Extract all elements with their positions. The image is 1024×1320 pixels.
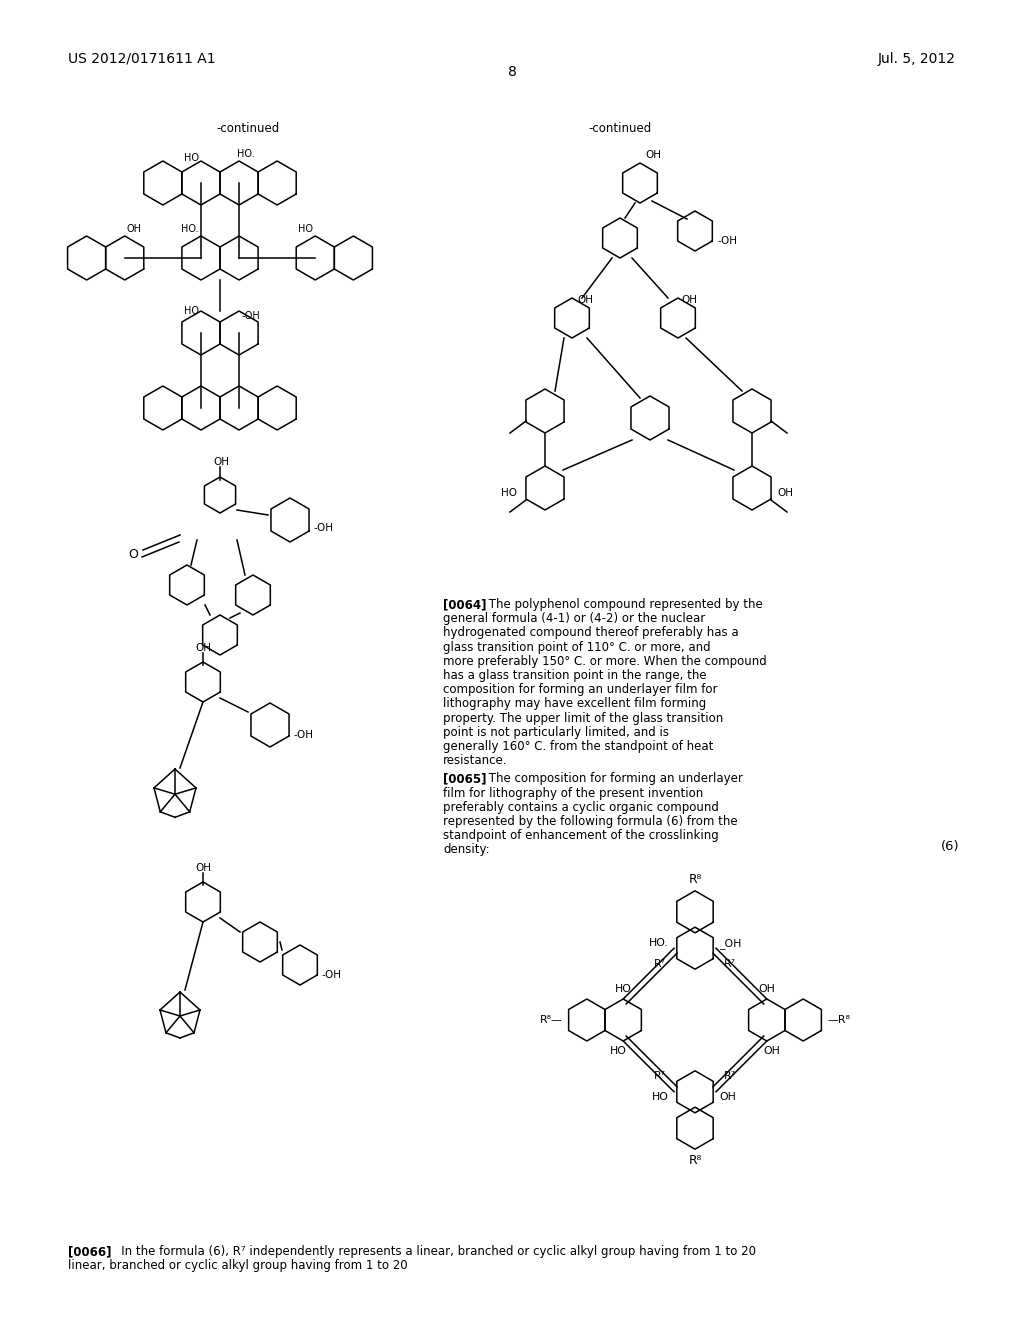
Text: OH: OH — [719, 1092, 736, 1102]
Text: R⁸—: R⁸— — [540, 1015, 563, 1026]
Text: R⁸: R⁸ — [688, 873, 701, 886]
Text: OH: OH — [195, 643, 211, 653]
Text: HO.: HO. — [237, 149, 255, 158]
Text: film for lithography of the present invention: film for lithography of the present inve… — [443, 787, 703, 800]
Text: HO.: HO. — [649, 939, 669, 948]
Text: Jul. 5, 2012: Jul. 5, 2012 — [878, 51, 956, 66]
Text: HO: HO — [298, 224, 313, 234]
Text: [0066]: [0066] — [68, 1245, 112, 1258]
Text: -continued: -continued — [589, 121, 651, 135]
Text: point is not particularly limited, and is: point is not particularly limited, and i… — [443, 726, 669, 739]
Text: HO: HO — [614, 983, 632, 994]
Text: more preferably 150° C. or more. When the compound: more preferably 150° C. or more. When th… — [443, 655, 767, 668]
Text: represented by the following formula (6) from the: represented by the following formula (6)… — [443, 814, 737, 828]
Text: composition for forming an underlayer film for: composition for forming an underlayer fi… — [443, 684, 718, 696]
Text: glass transition point of 110° C. or more, and: glass transition point of 110° C. or mor… — [443, 640, 711, 653]
Text: resistance.: resistance. — [443, 754, 508, 767]
Text: HO: HO — [652, 1092, 669, 1102]
Text: OH: OH — [645, 150, 662, 160]
Text: HO.: HO. — [181, 224, 199, 234]
Text: OH: OH — [763, 1045, 780, 1056]
Text: US 2012/0171611 A1: US 2012/0171611 A1 — [68, 51, 216, 66]
Text: OH: OH — [127, 224, 141, 234]
Text: HO: HO — [184, 153, 199, 162]
Text: -OH: -OH — [314, 523, 334, 533]
Text: -OH: -OH — [294, 730, 314, 741]
Text: In the formula (6), R⁷ independently represents a linear, branched or cyclic alk: In the formula (6), R⁷ independently rep… — [110, 1245, 756, 1258]
Text: (6): (6) — [941, 840, 961, 853]
Text: general formula (4-1) or (4-2) or the nuclear: general formula (4-1) or (4-2) or the nu… — [443, 612, 706, 626]
Text: R⁷: R⁷ — [724, 1071, 736, 1081]
Text: The polyphenol compound represented by the: The polyphenol compound represented by t… — [485, 598, 763, 611]
Text: 8: 8 — [508, 65, 516, 79]
Text: R⁸: R⁸ — [688, 1154, 701, 1167]
Text: OH: OH — [681, 294, 697, 305]
Text: [0064]: [0064] — [443, 598, 486, 611]
Text: R⁷: R⁷ — [724, 960, 736, 969]
Text: [0065]: [0065] — [443, 772, 486, 785]
Text: OH: OH — [195, 863, 211, 873]
Text: property. The upper limit of the glass transition: property. The upper limit of the glass t… — [443, 711, 723, 725]
Text: —R⁸: —R⁸ — [827, 1015, 850, 1026]
Text: density:: density: — [443, 843, 489, 857]
Text: O: O — [128, 549, 138, 561]
Text: lithography may have excellent film forming: lithography may have excellent film form… — [443, 697, 707, 710]
Text: The composition for forming an underlayer: The composition for forming an underlaye… — [485, 772, 742, 785]
Text: R⁷: R⁷ — [654, 1071, 666, 1081]
Text: generally 160° C. from the standpoint of heat: generally 160° C. from the standpoint of… — [443, 741, 714, 752]
Text: OH: OH — [213, 457, 229, 467]
Text: _OH: _OH — [719, 937, 741, 949]
Text: has a glass transition point in the range, the: has a glass transition point in the rang… — [443, 669, 707, 682]
Text: R⁷: R⁷ — [654, 960, 666, 969]
Text: -OH: -OH — [718, 236, 738, 246]
Text: HO: HO — [609, 1045, 627, 1056]
Text: OH: OH — [759, 983, 775, 994]
Text: preferably contains a cyclic organic compound: preferably contains a cyclic organic com… — [443, 801, 719, 814]
Text: hydrogenated compound thereof preferably has a: hydrogenated compound thereof preferably… — [443, 627, 738, 639]
Text: HO: HO — [501, 488, 517, 498]
Text: HO: HO — [184, 306, 199, 315]
Text: standpoint of enhancement of the crosslinking: standpoint of enhancement of the crossli… — [443, 829, 719, 842]
Text: -OH: -OH — [322, 970, 342, 979]
Text: -OH: -OH — [241, 312, 260, 321]
Text: -continued: -continued — [216, 121, 280, 135]
Text: OH: OH — [777, 488, 793, 498]
Text: linear, branched or cyclic alkyl group having from 1 to 20: linear, branched or cyclic alkyl group h… — [68, 1259, 408, 1272]
Text: OH: OH — [577, 294, 593, 305]
